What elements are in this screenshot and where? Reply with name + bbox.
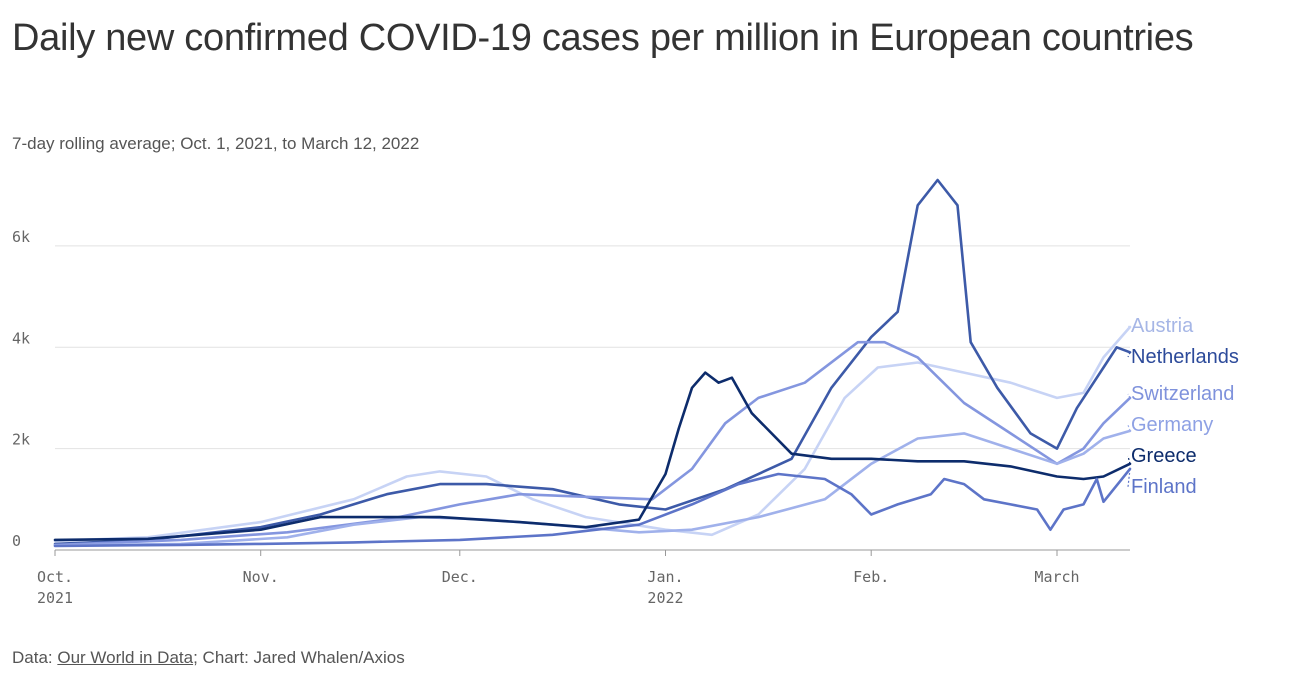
y-axis-ticks: 0 2k 4k 6k [12, 228, 30, 550]
series-labels: Austria Netherlands Switzerland Germany Gree… [1127, 315, 1239, 498]
x-tick-label: Jan. [647, 568, 683, 586]
label-leader [1127, 455, 1131, 464]
series-label: Switzerland [1131, 383, 1234, 405]
footer-prefix: Data: [12, 648, 58, 667]
source-link[interactable]: Our World in Data [57, 648, 194, 667]
series-label: Netherlands [1131, 346, 1239, 368]
y-tick-label: 6k [12, 228, 30, 246]
footer-credit: Data: Our World in Data; Chart: Jared Wh… [12, 648, 405, 668]
gridlines [55, 245, 1130, 551]
x-tick-year: 2022 [647, 589, 683, 607]
x-tick-label: March [1034, 568, 1079, 586]
series-label: Austria [1131, 315, 1194, 337]
series-label: Germany [1131, 414, 1213, 436]
y-tick-label: 0 [12, 532, 21, 550]
x-tick-label: Nov. [243, 568, 279, 586]
x-tick-year: 2021 [37, 589, 73, 607]
y-tick-label: 4k [12, 329, 30, 347]
x-tick-label: Dec. [442, 568, 478, 586]
label-leader [1127, 468, 1131, 488]
series-line-netherlands [53, 178, 1132, 546]
series-line-austria [53, 325, 1132, 543]
series-line-germany [53, 429, 1132, 547]
label-leader [1127, 325, 1131, 328]
x-tick-label: Oct. [37, 568, 73, 586]
label-leader [1127, 393, 1131, 399]
series-line-switzerland [53, 340, 1132, 547]
series-line-finland [53, 467, 1132, 548]
x-axis-ticks: Oct. 2021 Nov. Dec. Jan. 2022 Feb. March [37, 550, 1080, 607]
series-label: Finland [1131, 476, 1197, 498]
series-lines [53, 178, 1132, 548]
chart-subtitle: 7-day rolling average; Oct. 1, 2021, to … [12, 134, 420, 153]
line-chart: 0 2k 4k 6k Oct. 2021 Nov. Dec. Jan. 2022 Feb. Marc… [12, 178, 1239, 607]
series-label: Greece [1131, 445, 1197, 467]
y-tick-label: 2k [12, 431, 30, 449]
x-tick-label: Feb. [853, 568, 889, 586]
series-line-greece [53, 371, 1132, 542]
label-leader [1127, 352, 1131, 358]
footer-suffix: ; Chart: Jared Whalen/Axios [193, 648, 405, 667]
chart-title: Daily new confirmed COVID-19 cases per m… [12, 17, 1194, 59]
label-leader [1127, 424, 1131, 432]
